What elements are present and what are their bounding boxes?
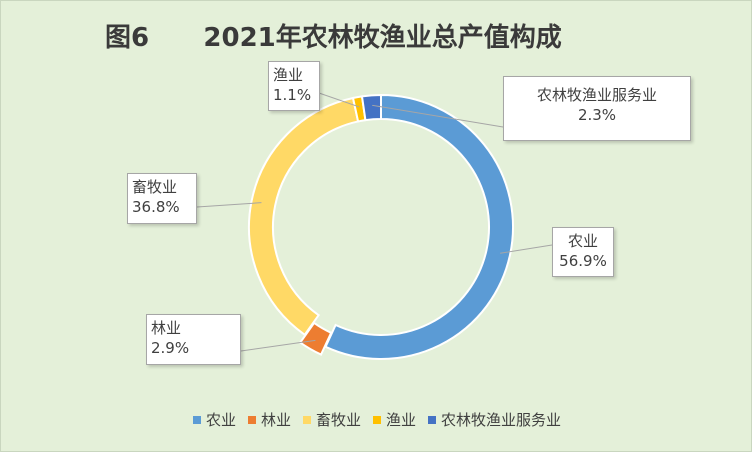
data-label-category: 林业: [151, 319, 182, 337]
slices-group: [248, 93, 514, 360]
legend-label: 渔业: [386, 411, 417, 429]
leader-line-linye: [240, 339, 316, 352]
leader-line-fuwuye: [372, 104, 504, 128]
data-label-xumuye: 畜牧业 36.8%: [127, 173, 197, 224]
legend-item-xumuye: 畜牧业: [302, 409, 361, 430]
data-label-value: 2.9%: [151, 339, 190, 357]
legend-item-fuwuye: 农林牧渔业服务业: [428, 409, 561, 430]
legend: 农业 林业 畜牧业 渔业 农林牧渔业服务业: [1, 409, 752, 430]
data-label-category: 农业: [567, 232, 598, 250]
leader-line-yuye: [318, 92, 360, 108]
legend-item-yuye: 渔业: [373, 409, 416, 430]
data-label-value: 36.8%: [132, 198, 180, 216]
data-label-fuwuye: 农林牧渔业服务业 2.3%: [503, 76, 691, 141]
data-label-linye: 林业 2.9%: [146, 314, 241, 365]
legend-item-nongye: 农业: [192, 409, 236, 430]
legend-label: 畜牧业: [315, 411, 361, 429]
legend-label: 农业: [205, 411, 236, 429]
legend-swatch: [373, 415, 381, 424]
data-label-yuye: 渔业 1.1%: [268, 61, 320, 111]
slice-xumuye: [248, 96, 360, 337]
legend-swatch: [247, 415, 256, 424]
legend-label: 农林牧渔业服务业: [441, 411, 562, 429]
leader-lines-group: [196, 92, 553, 352]
legend-swatch: [192, 415, 201, 424]
data-label-nongye: 农业 56.9%: [552, 227, 614, 277]
legend-swatch: [428, 415, 437, 424]
data-label-category: 渔业: [273, 66, 304, 84]
data-label-value: 1.1%: [273, 86, 312, 104]
leader-line-nongye: [500, 244, 553, 254]
data-label-category: 农林牧渔业服务业: [536, 86, 657, 104]
chart-title: 图6 2021年农林牧渔业总产值构成: [105, 23, 562, 53]
slice-fuwuye: [360, 93, 382, 122]
data-label-value: 56.9%: [559, 252, 607, 270]
legend-label: 林业: [260, 411, 291, 429]
leader-line-xumuye: [196, 202, 262, 208]
legend-swatch: [302, 415, 311, 424]
data-label-category: 畜牧业: [132, 178, 178, 196]
legend-item-linye: 林业: [247, 409, 291, 430]
slice-nongye: [324, 93, 514, 360]
data-label-value: 2.3%: [577, 106, 617, 124]
